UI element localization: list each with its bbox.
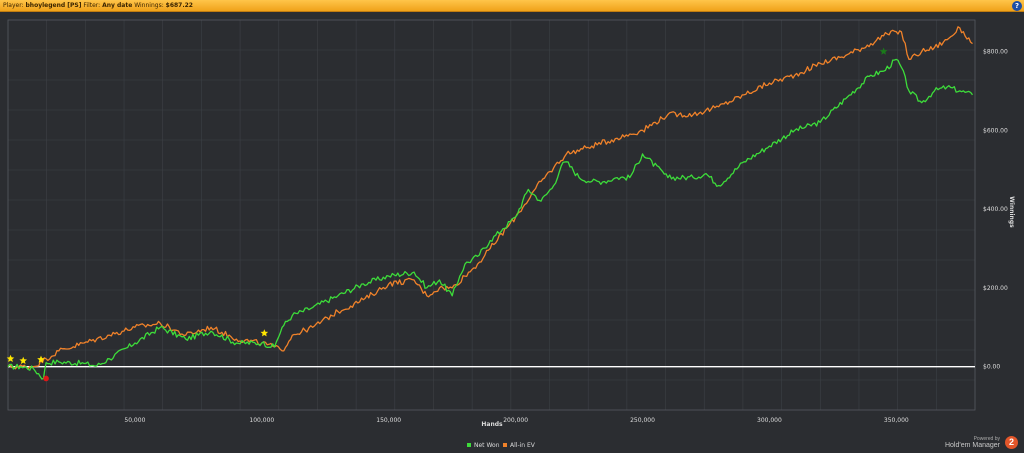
winnings-label: Winnings:: [134, 2, 164, 9]
y-tick-label: $600.00: [983, 127, 1008, 134]
x-tick-label: 200,000: [503, 417, 528, 424]
hem2-logo-icon: 2: [1005, 436, 1018, 449]
y-axis-ticks: $0.00 $200.00 $400.00 $600.00 $800.00: [983, 49, 1008, 371]
y-tick-label: $800.00: [983, 49, 1008, 56]
x-tick-label: 250,000: [630, 417, 655, 424]
series-line-net-won: [7, 58, 974, 380]
legend: Net Won All-in EV: [467, 442, 536, 449]
marker-star-icon[interactable]: [879, 47, 888, 55]
series: [7, 26, 974, 380]
player-value: bhoylegend [PS]: [25, 2, 82, 9]
x-tick-label: 150,000: [376, 417, 401, 424]
legend-swatch-all-in-ev: [503, 443, 507, 447]
marker-star-icon[interactable]: [19, 356, 27, 364]
y-axis-label: Winnings: [1008, 196, 1015, 228]
x-axis-label: Hands: [481, 421, 503, 428]
branding: Powered by Hold'em Manager 2: [945, 436, 1018, 449]
x-tick-label: 300,000: [757, 417, 782, 424]
filter-label: Filter:: [83, 2, 101, 9]
filter-value: Any date: [102, 2, 133, 9]
header-bar: Player: bhoylegend [PS] Filter: Any date…: [0, 0, 1024, 12]
y-tick-label: $0.00: [983, 364, 1000, 371]
help-icon[interactable]: ?: [1012, 1, 1022, 11]
grid: [7, 19, 976, 411]
legend-label-net-won: Net Won: [474, 442, 500, 449]
x-tick-label: 100,000: [249, 417, 274, 424]
powered-by-text: Powered by: [973, 436, 1000, 442]
markers: [6, 47, 888, 382]
marker-star-icon[interactable]: [260, 329, 269, 337]
y-tick-label: $400.00: [983, 206, 1008, 213]
x-tick-label: 50,000: [124, 417, 145, 424]
winnings-graph: 50,000 100,000 150,000 200,000 250,000 300,00…: [6, 19, 1015, 449]
y-tick-label: $200.00: [983, 285, 1008, 292]
player-label: Player:: [3, 2, 24, 9]
legend-label-all-in-ev: All-in EV: [510, 442, 536, 449]
x-tick-label: 350,000: [884, 417, 909, 424]
plot-border: [7, 19, 976, 411]
marker-star-icon[interactable]: [6, 354, 15, 362]
marker-dot-icon[interactable]: [43, 375, 49, 382]
legend-swatch-net-won: [467, 443, 471, 447]
x-axis-ticks: 50,000 100,000 150,000 200,000 250,000 300,00…: [124, 417, 909, 424]
winnings-value: $687.22: [165, 2, 193, 9]
product-name: Hold'em Manager: [944, 442, 1000, 449]
series-line-all-in-ev: [7, 26, 973, 370]
marker-star-icon[interactable]: [37, 355, 45, 363]
